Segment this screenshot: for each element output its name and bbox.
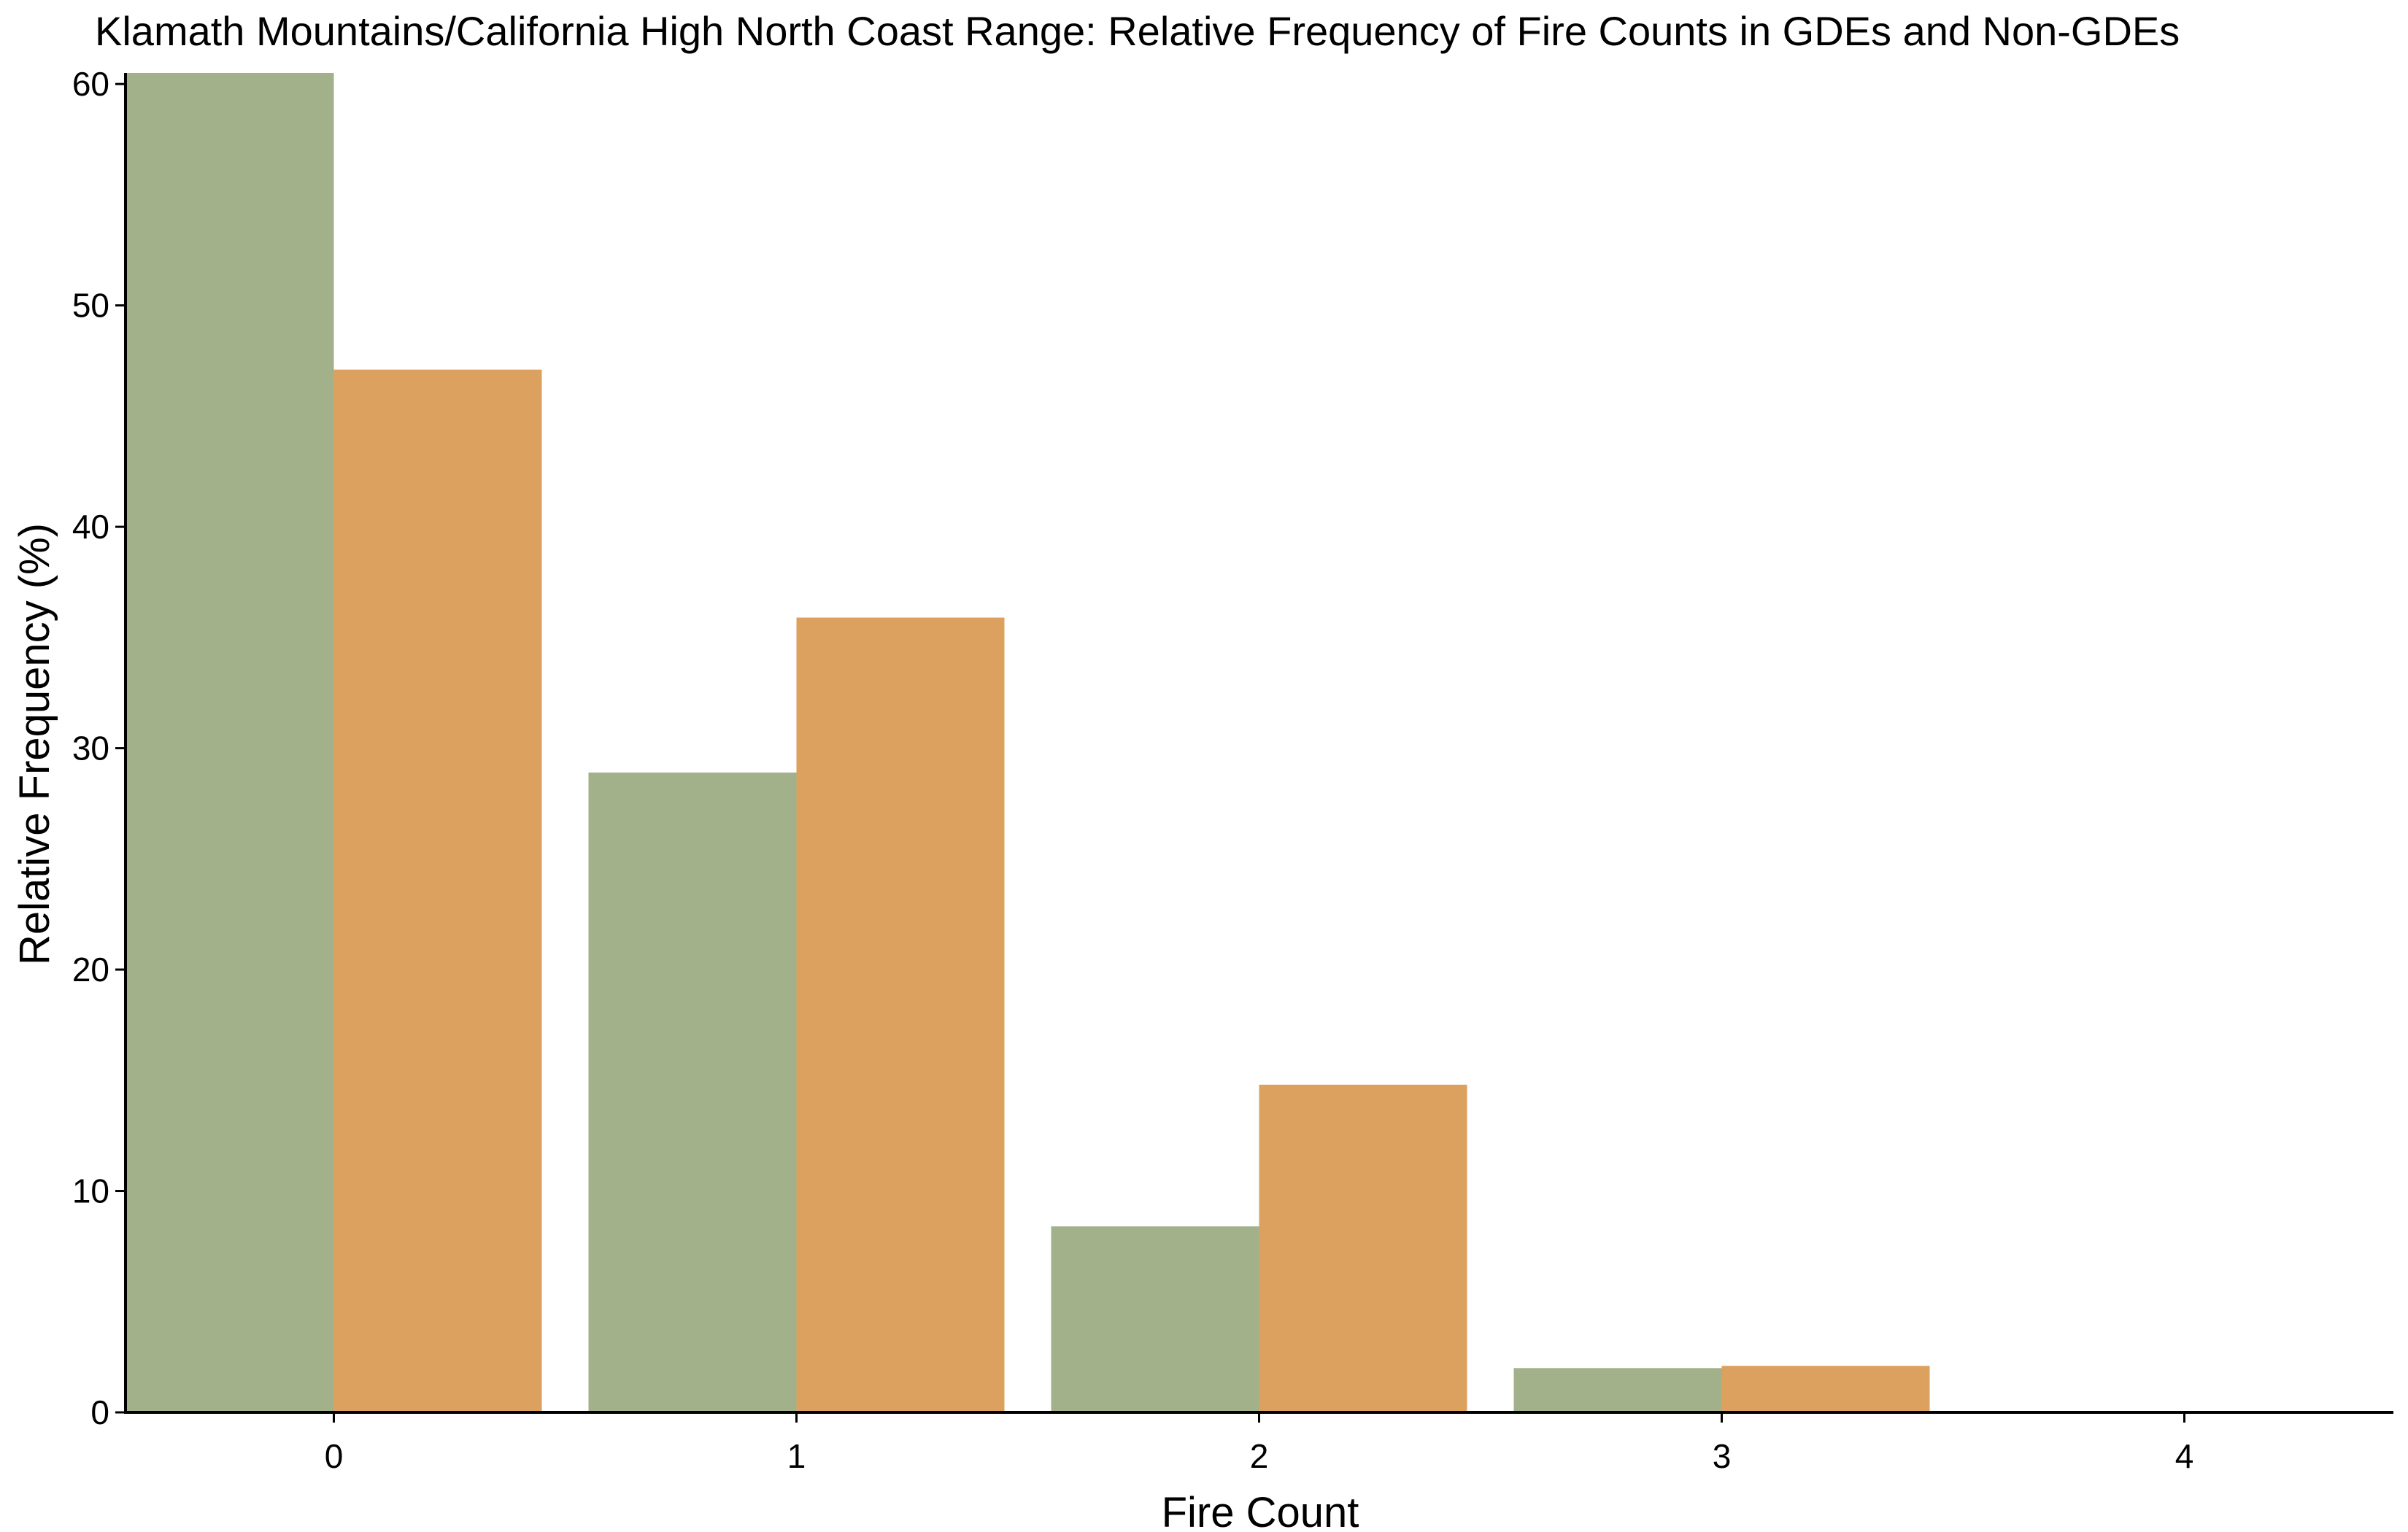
y-tick-label: 20 <box>72 951 109 989</box>
chart-title: Klamath Mountains/California High North … <box>95 8 2180 54</box>
y-tick-label: 0 <box>90 1393 109 1431</box>
y-tick-label: 50 <box>72 287 109 325</box>
bars-layer <box>126 73 2393 1412</box>
bar-series2-cat-1 <box>796 617 1005 1412</box>
bar-series2-cat-2 <box>1259 1084 1467 1412</box>
y-axis-ticks: 0 10 20 30 40 50 60 <box>72 65 126 1431</box>
bar-series1-cat-1 <box>588 772 797 1412</box>
y-tick-label: 40 <box>72 508 109 546</box>
x-tick-label: 2 <box>1250 1437 1269 1475</box>
bar-series2-cat-3 <box>1721 1366 1930 1412</box>
y-tick-label: 30 <box>72 730 109 767</box>
bar-series1-cat-3 <box>1513 1368 1722 1412</box>
x-tick-label: 3 <box>1713 1437 1732 1475</box>
y-axis-label: Relative Frequency (%) <box>11 523 58 965</box>
y-tick-label: 10 <box>72 1172 109 1210</box>
bar-series2-cat-0 <box>333 369 542 1412</box>
x-axis-ticks: 0 1 2 3 4 <box>325 1412 2194 1475</box>
x-tick-label: 1 <box>787 1437 806 1475</box>
x-tick-label: 0 <box>325 1437 344 1475</box>
bar-series1-cat-0 <box>126 73 334 1412</box>
y-tick-label: 60 <box>72 65 109 103</box>
bar-series1-cat-2 <box>1051 1226 1259 1412</box>
x-tick-label: 4 <box>2175 1437 2194 1475</box>
x-axis-label: Fire Count <box>1162 1489 1359 1532</box>
